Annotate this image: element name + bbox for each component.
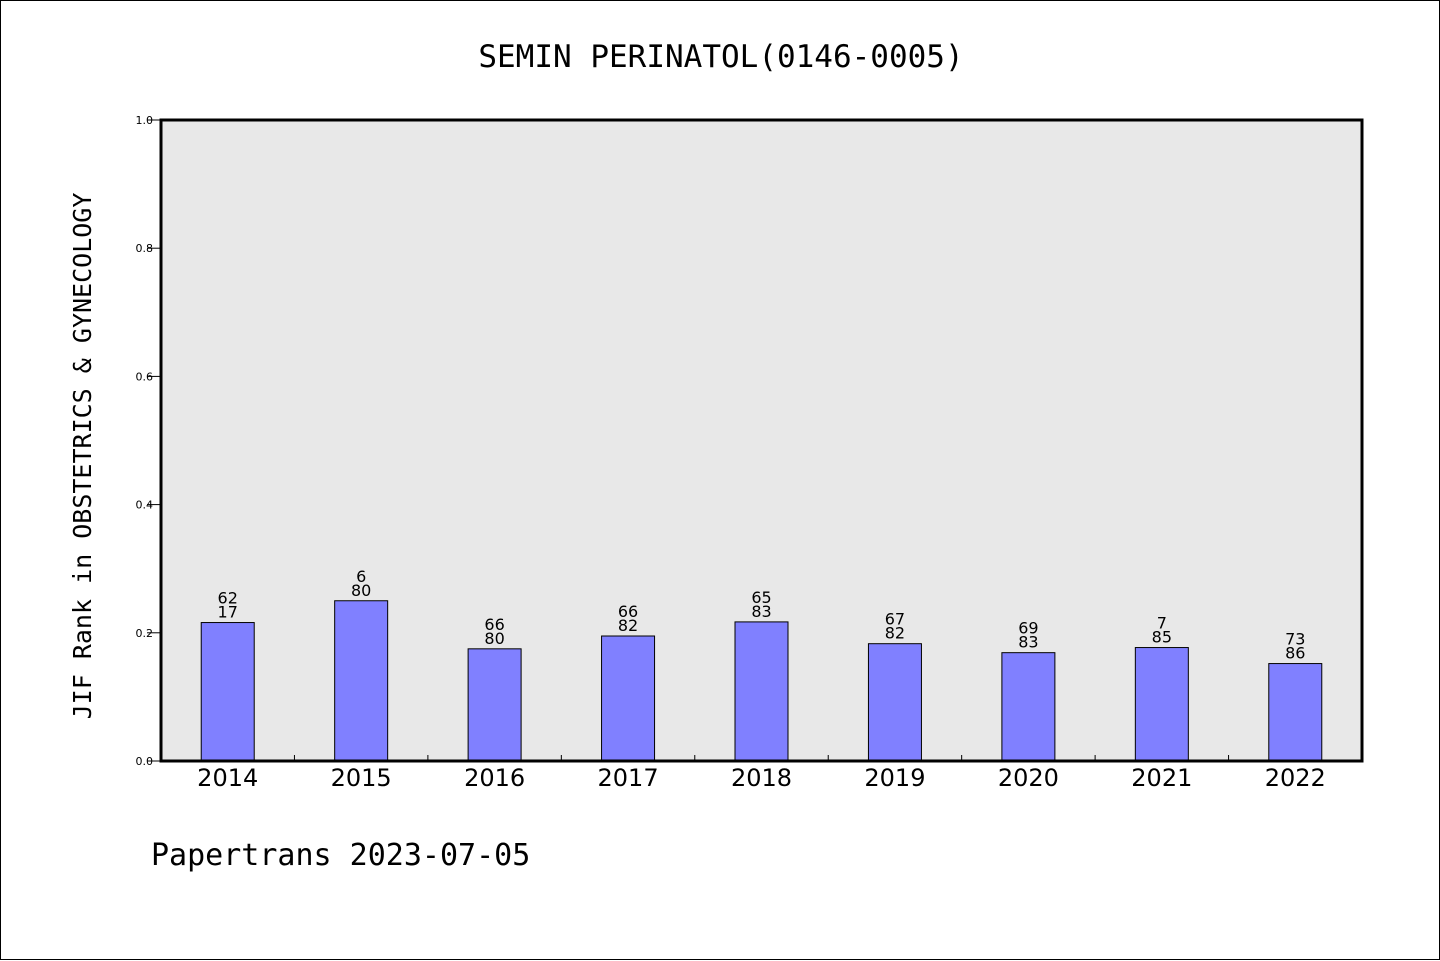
x-tick-label: 2022: [1265, 764, 1326, 792]
bar-label-top: 65: [751, 588, 771, 607]
y-tick-label: 0.0: [136, 755, 154, 768]
bar-label-bottom: 85: [1152, 628, 1172, 647]
bar-label-bottom: 83: [1018, 633, 1038, 652]
bar-label-top: 6: [356, 567, 366, 586]
bar-label-top: 73: [1285, 630, 1305, 649]
bar-label-bottom: 80: [351, 581, 371, 600]
bar: [601, 635, 656, 762]
bar-label-top: 7: [1157, 614, 1167, 633]
y-tick-label: 0.6: [136, 370, 154, 383]
x-tick-label: 2018: [731, 764, 792, 792]
bar-label-bottom: 86: [1285, 644, 1305, 663]
x-tick-label: 2017: [598, 764, 659, 792]
plot-border: [159, 118, 1364, 763]
footer-text: Papertrans 2023-07-05: [151, 838, 530, 873]
y-tick-label: 0.2: [136, 627, 154, 640]
bar-label-bottom: 80: [484, 629, 504, 648]
x-tick-label: 2021: [1131, 764, 1192, 792]
y-axis: 0.0 0.2 0.4 0.6 0.8 1.0: [136, 114, 161, 768]
bar: [467, 648, 522, 762]
x-axis: 2014 2015 2016 2017 2018 2019 2020 2021 2022: [197, 755, 1326, 792]
x-tick-label: 2014: [197, 764, 258, 792]
bar-label-top: 67: [885, 610, 905, 629]
bar-label-bottom: 82: [618, 616, 638, 635]
bar-label-top: 66: [618, 602, 638, 621]
y-axis-label: JIF Rank in OBSTETRICS & GYNECOLOGY: [68, 193, 97, 720]
bar: [1001, 652, 1056, 762]
y-tick-label: 0.8: [136, 242, 154, 255]
x-tick-label: 2015: [331, 764, 392, 792]
bar: [1268, 663, 1323, 762]
x-tick-label: 2016: [464, 764, 525, 792]
y-tick-label: 1.0: [136, 114, 154, 127]
bar-label-top: 62: [218, 589, 238, 608]
bar-label-top: 69: [1018, 619, 1038, 638]
bar-label-bottom: 17: [218, 603, 238, 622]
x-tick-label: 2019: [864, 764, 925, 792]
bar: [200, 622, 255, 762]
bar: [734, 621, 789, 762]
bar: [867, 643, 922, 762]
bar: [1134, 647, 1189, 762]
bar-label-top: 66: [484, 615, 504, 634]
bar: [334, 600, 389, 762]
bar-label-bottom: 82: [885, 624, 905, 643]
y-tick-label: 0.4: [136, 499, 154, 512]
x-tick-label: 2020: [998, 764, 1059, 792]
bar-label-bottom: 83: [751, 602, 771, 621]
chart-title: SEMIN PERINATOL(0146-0005): [478, 39, 963, 75]
